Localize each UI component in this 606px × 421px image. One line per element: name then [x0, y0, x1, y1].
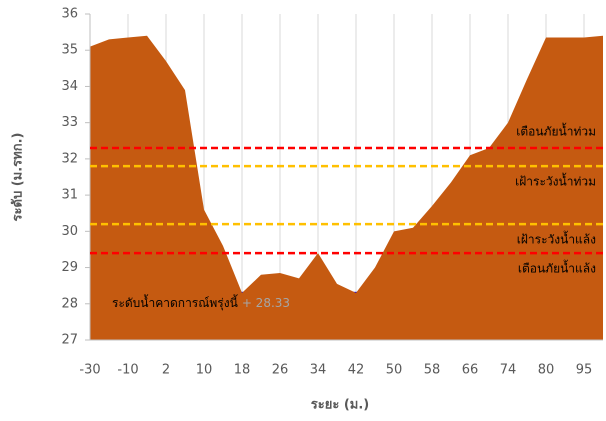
y-tick-label: 36 — [61, 7, 78, 22]
y-tick-label: 28 — [61, 296, 78, 311]
x-tick-label: 50 — [386, 363, 403, 378]
x-tick-label: 66 — [462, 363, 479, 378]
x-tick-label: 95 — [576, 363, 593, 378]
x-tick-label: 10 — [196, 363, 213, 378]
x-tick-label: 74 — [500, 363, 517, 378]
forecast-name: ระดับน้ำคาดการณ์พรุ่งนี้ — [112, 293, 238, 310]
y-axis-title: ระดับ (ม.รทก.) — [11, 133, 26, 222]
x-tick-label: -10 — [117, 363, 138, 378]
y-tick-label: 29 — [61, 260, 78, 275]
x-tick-label: 34 — [310, 363, 327, 378]
x-tick-label: 80 — [538, 363, 555, 378]
y-tick-label: 33 — [61, 115, 78, 130]
y-tick-label: 35 — [61, 43, 78, 58]
threshold-label: เตือนภัยน้ำท่วม — [516, 123, 596, 139]
forecast-label: ระดับน้ำคาดการณ์พรุ่งนี้ + 28.33 — [112, 293, 290, 310]
forecast-value: + 28.33 — [242, 295, 290, 309]
y-tick-label: 30 — [61, 224, 78, 239]
threshold-label: เฝ้าระวังน้ำแล้ง — [517, 231, 596, 247]
y-tick-label: 32 — [61, 151, 78, 166]
x-tick-label: 18 — [234, 363, 251, 378]
y-tick-label: 27 — [61, 333, 78, 348]
x-axis-title: ระยะ (ม.) — [311, 398, 369, 413]
threshold-label: เตือนภัยน้ำแล้ง — [518, 260, 596, 276]
x-tick-label: -30 — [79, 363, 100, 378]
threshold-label: เฝ้าระวังน้ำท่วม — [515, 173, 596, 189]
x-tick-label: 58 — [424, 363, 441, 378]
x-tick-label: 42 — [348, 363, 365, 378]
area — [90, 35, 603, 340]
x-tick-label: 26 — [272, 363, 289, 378]
y-tick-label: 31 — [61, 188, 78, 203]
y-tick-label: 34 — [61, 79, 78, 94]
x-tick-label: 2 — [162, 363, 170, 378]
